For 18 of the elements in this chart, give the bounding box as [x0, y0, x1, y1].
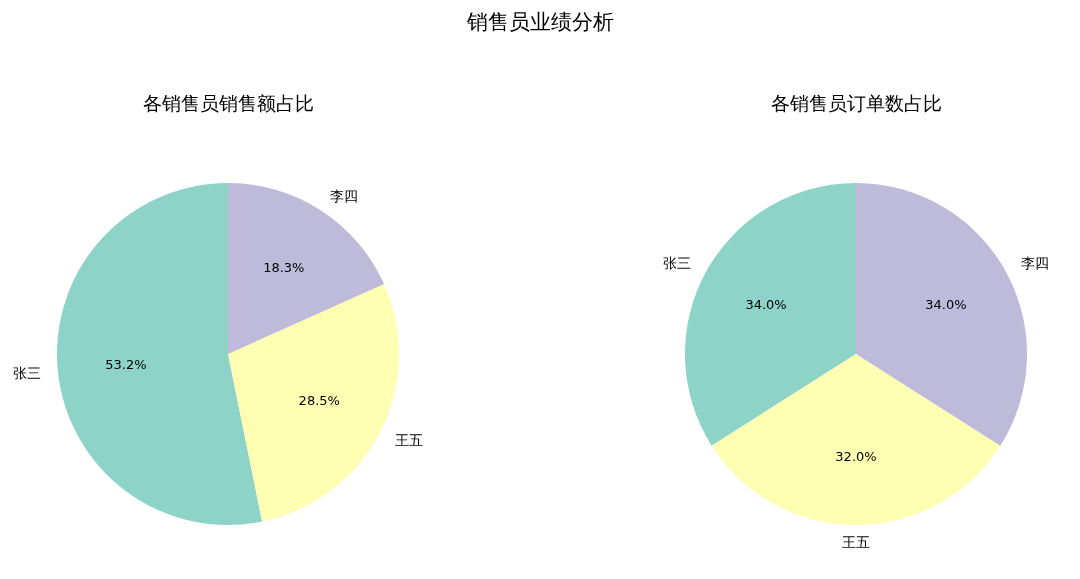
- data-label: 34.0%: [925, 297, 967, 313]
- slice-label: 王五: [395, 431, 424, 448]
- pie-slice: [57, 183, 263, 525]
- chart-title: 各销售员订单数占比: [770, 92, 942, 114]
- data-label: 32.0%: [835, 449, 877, 465]
- text: 销售员业绩分析: [465, 10, 614, 34]
- data-label: 18.3%: [263, 260, 305, 276]
- slice-label: 李四: [1020, 255, 1049, 272]
- data-label: 53.2%: [105, 356, 147, 372]
- slice-label: 张三: [663, 255, 692, 272]
- slice-label: 王五: [842, 534, 870, 551]
- data-label: 34.0%: [745, 297, 787, 313]
- pie-slice: [711, 354, 1001, 525]
- chart-title: 各销售员销售额占比: [142, 92, 314, 114]
- data-label: 28.5%: [298, 393, 340, 409]
- slice-label: 张三: [12, 364, 41, 381]
- slice-label: 李四: [330, 188, 359, 205]
- pie-slice: [228, 183, 385, 354]
